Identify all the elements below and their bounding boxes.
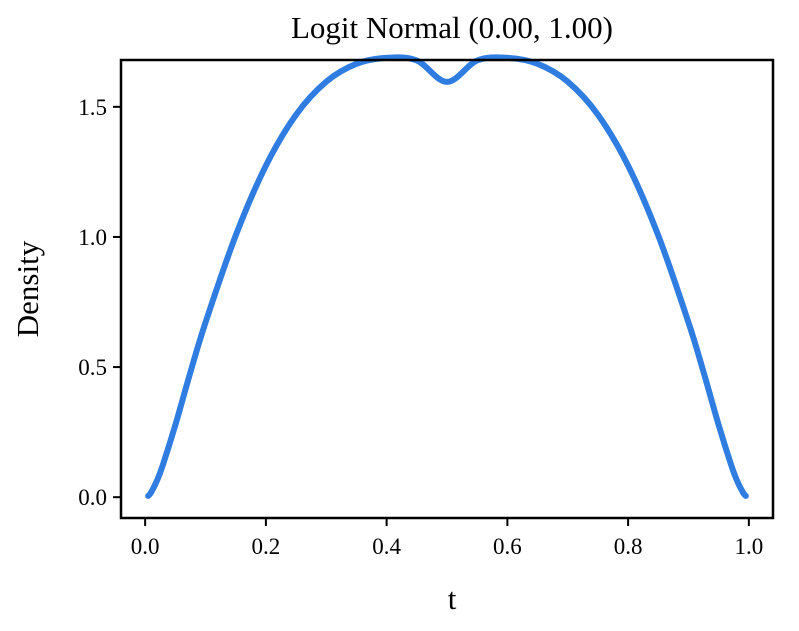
ticks-layer: 0.0 0.2 0.4 0.6 0.8 1.0 0.0 0.5 1.0 1.5 xyxy=(78,95,763,559)
x-tick-label: 0.6 xyxy=(493,534,522,559)
x-axis-label: t xyxy=(448,581,457,616)
y-tick-label: 0.0 xyxy=(78,485,107,510)
y-tick-label: 1.0 xyxy=(78,225,107,250)
x-tick-label: 0.4 xyxy=(372,534,401,559)
plot-frame xyxy=(119,58,775,520)
density-line xyxy=(145,54,749,499)
x-tick-label: 0.2 xyxy=(252,534,281,559)
y-tick-label: 0.5 xyxy=(78,355,107,380)
chart-title: Logit Normal (0.00, 1.00) xyxy=(291,10,613,45)
x-tick-label: 0.8 xyxy=(614,534,643,559)
x-tick-label: 0.0 xyxy=(131,534,160,559)
y-tick-label: 1.5 xyxy=(78,95,107,120)
y-axis-label: Density xyxy=(10,240,45,337)
x-tick-label: 1.0 xyxy=(734,534,763,559)
plot-area xyxy=(145,54,749,499)
